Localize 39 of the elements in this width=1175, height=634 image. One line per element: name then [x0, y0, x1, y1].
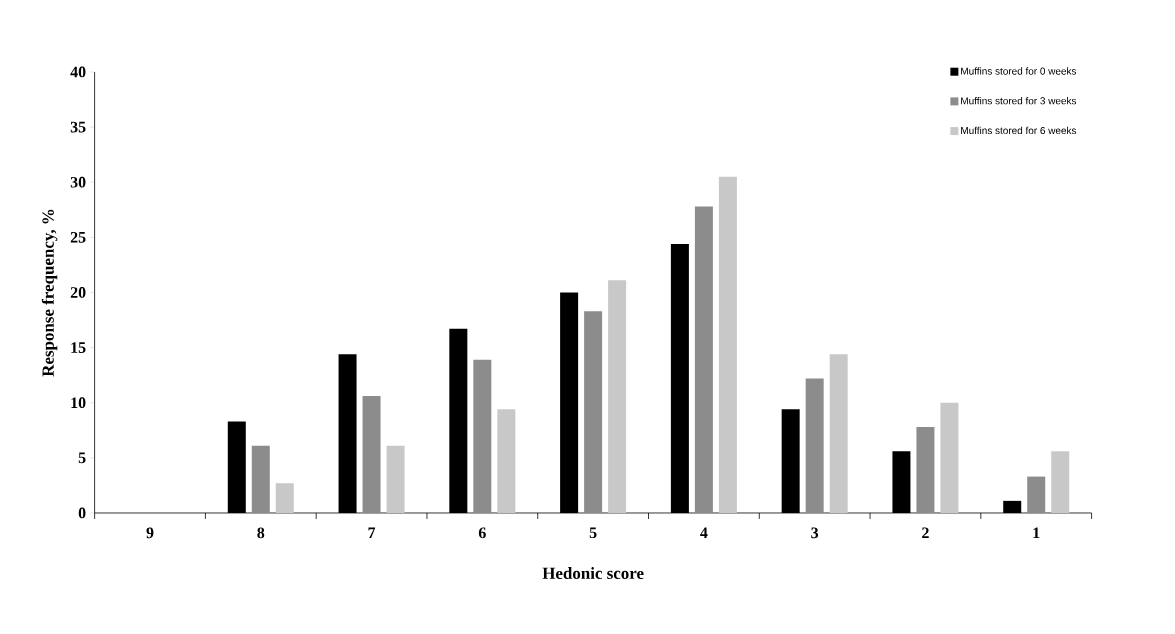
y-tick-label: 15 — [71, 342, 86, 353]
bar — [251, 445, 270, 513]
x-tick-label: 2 — [922, 527, 929, 539]
legend-label: Muffins stored for 0 weeks — [961, 67, 1077, 75]
x-tick-label: 6 — [478, 527, 486, 539]
y-axis-title: Response frequency, % — [41, 209, 58, 377]
bar — [694, 206, 713, 513]
y-tick-label: 10 — [71, 397, 86, 409]
bar — [718, 176, 737, 513]
y-tick-label: 0 — [78, 507, 86, 519]
bar — [473, 359, 492, 513]
bar — [916, 426, 935, 513]
bar — [940, 402, 959, 513]
y-tick-label: 20 — [70, 287, 86, 298]
x-tick-label: 4 — [700, 527, 708, 538]
bar — [608, 280, 627, 513]
x-tick-label: 9 — [146, 527, 154, 539]
bar — [386, 445, 405, 513]
bar — [497, 409, 516, 513]
y-tick-label: 25 — [70, 232, 86, 243]
x-tick-label: 1 — [1033, 527, 1040, 539]
legend-label: Muffins stored for 3 weeks — [961, 97, 1077, 105]
x-axis-title: Hedonic score — [542, 567, 644, 580]
bar — [1027, 476, 1046, 513]
bar — [829, 354, 848, 513]
y-tick-label: 5 — [78, 452, 86, 464]
x-tick-label: 3 — [811, 527, 819, 539]
y-tick-label: 40 — [70, 66, 86, 78]
x-tick-label: 5 — [589, 527, 597, 539]
bar — [362, 396, 381, 513]
bar — [584, 311, 603, 513]
y-tick-label: 30 — [70, 176, 86, 188]
bar — [1051, 451, 1070, 513]
y-tick-label: 35 — [70, 121, 86, 133]
legend-label: Muffins stored for 6 weeks — [961, 126, 1077, 135]
x-tick-label: 7 — [368, 527, 376, 538]
bar — [275, 483, 294, 513]
x-tick-label: 8 — [257, 527, 265, 539]
bar — [805, 378, 824, 513]
